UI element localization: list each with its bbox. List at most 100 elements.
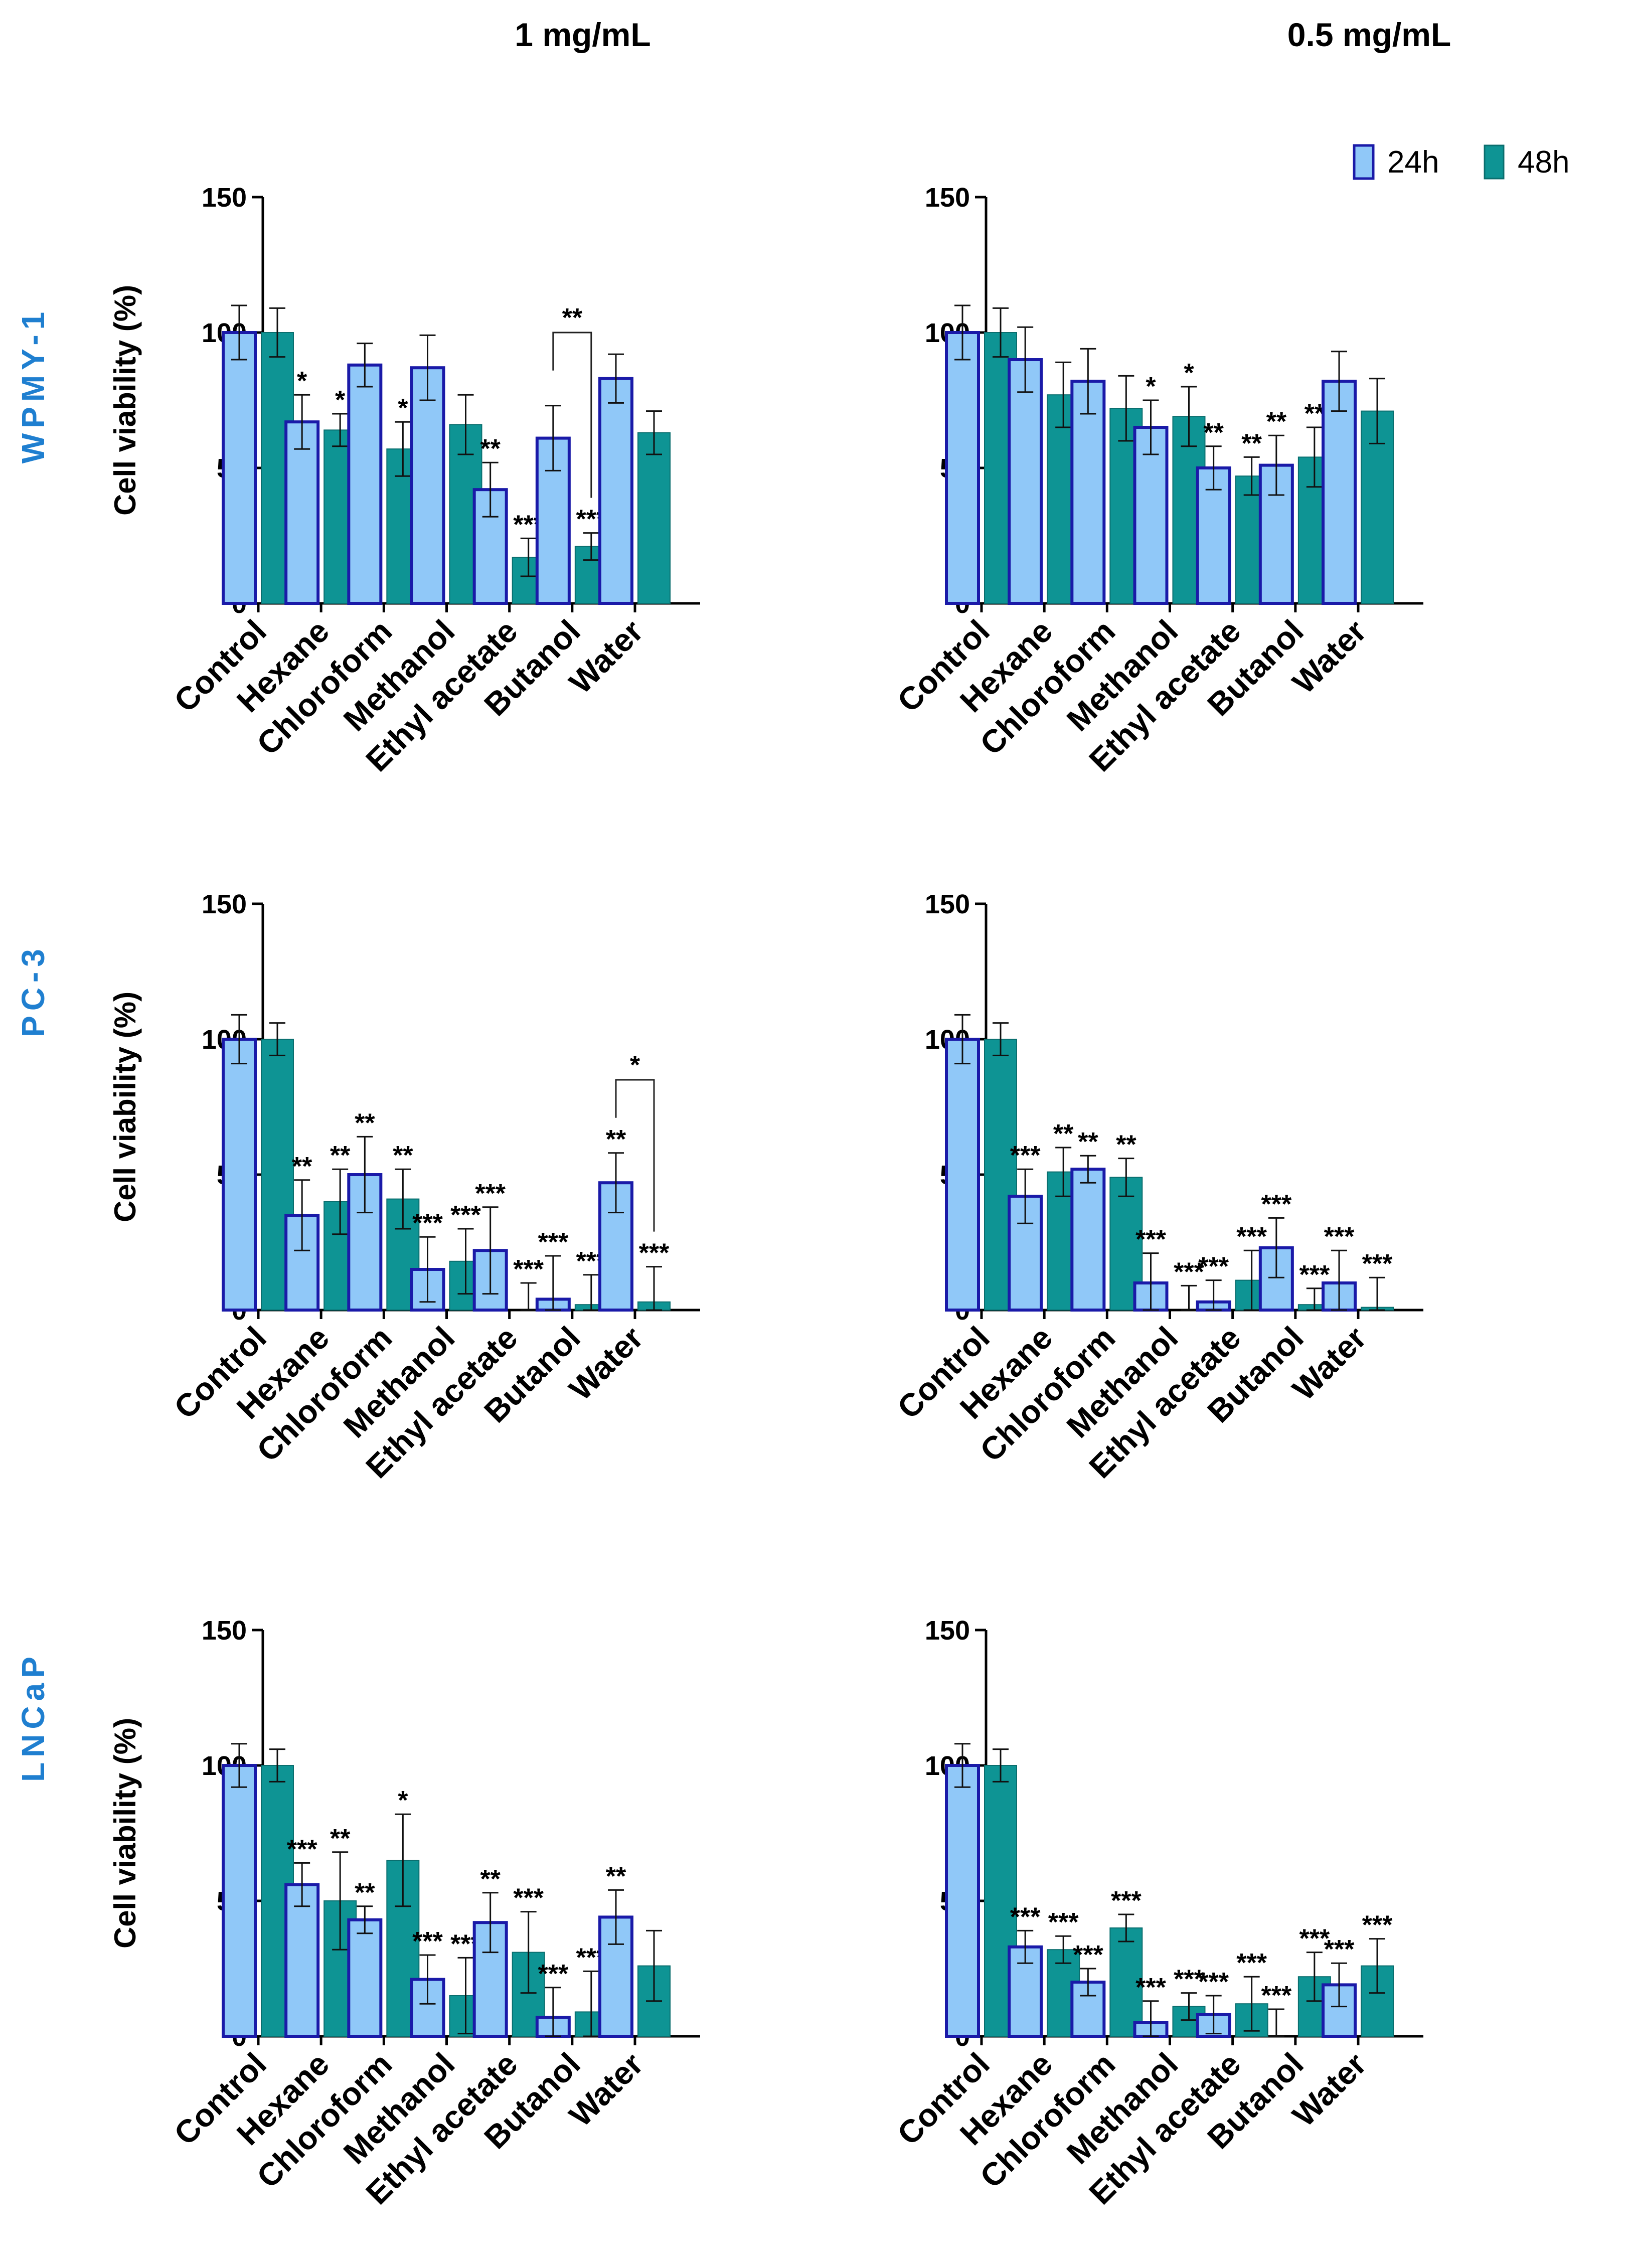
y-tick-label: 150: [925, 1615, 970, 1646]
bar-24h-methanol: [410, 1978, 445, 2038]
x-category-label-water: Water: [1285, 2046, 1373, 2134]
x-category-label-water: Water: [562, 613, 650, 701]
significance-mark-24h-methanol: ***: [412, 1927, 443, 1956]
chart-panel-lncap-05mg: 050100150ControlHexane******Chloroform**…: [890, 1615, 1423, 2211]
bar-24h-water: [1322, 380, 1357, 605]
significance-mark-48h-chloroform: *: [398, 394, 408, 423]
comparison-bracket: [552, 332, 592, 498]
bar-24h-water: [598, 377, 633, 605]
bar-24h-control: [945, 1038, 980, 1312]
significance-mark-24h-ethyl-acetate: ***: [1198, 1252, 1229, 1281]
bar-24h-control: [945, 331, 980, 605]
significance-mark-48h-methanol: ***: [1174, 1257, 1204, 1286]
bracket-significance-label: *: [630, 1051, 640, 1080]
y-axis-label: Cell viability (%): [108, 285, 142, 516]
bar-24h-chloroform: [347, 1918, 383, 2038]
significance-mark-48h-water: ***: [1362, 1911, 1393, 1940]
legend-label-24h: 24h: [1387, 145, 1439, 180]
bracket-significance-label: **: [562, 303, 583, 333]
significance-mark-48h-hexane: ***: [1048, 1908, 1079, 1937]
y-tick-label: 150: [202, 183, 247, 213]
significance-mark-24h-butanol: ***: [538, 1960, 568, 1989]
significance-mark-24h-butanol: ***: [1261, 1981, 1291, 2010]
y-tick-label: 150: [925, 889, 970, 919]
significance-mark-48h-water: ***: [639, 1239, 670, 1268]
row-label-wpmy1: WPMY-1: [15, 307, 51, 463]
significance-mark-24h-methanol: *: [1146, 372, 1156, 401]
significance-mark-24h-ethyl-acetate: **: [1203, 418, 1224, 447]
bar-48h-water: [637, 432, 671, 604]
significance-mark-24h-butanol: ***: [1261, 1190, 1291, 1219]
significance-mark-48h-methanol: ***: [450, 1201, 481, 1230]
bar-24h-chloroform: [347, 363, 383, 605]
significance-mark-24h-methanol: ***: [1135, 1225, 1166, 1254]
column-title-1mg: 1 mg/mL: [515, 16, 650, 53]
significance-mark-48h-methanol: *: [1184, 359, 1194, 388]
significance-mark-24h-chloroform: **: [1078, 1127, 1098, 1157]
significance-mark-24h-ethyl-acetate: **: [480, 1865, 501, 1894]
chart-panel-pc3-1mg: Cell viability (%)050100150ControlHexane…: [108, 889, 700, 1485]
x-category-label-water: Water: [562, 2046, 650, 2134]
significance-mark-48h-chloroform: **: [1116, 1130, 1136, 1160]
significance-mark-24h-hexane: ***: [1010, 1902, 1041, 1931]
significance-mark-24h-hexane: **: [292, 1152, 312, 1181]
significance-mark-48h-chloroform: **: [393, 1141, 413, 1170]
bar-24h-control: [945, 1764, 980, 2038]
x-category-label-water: Water: [1285, 613, 1373, 701]
bar-24h-control: [222, 1764, 257, 2038]
significance-mark-48h-water: ***: [1362, 1249, 1393, 1278]
significance-mark-24h-butanol: **: [1266, 407, 1287, 436]
significance-mark-24h-methanol: ***: [1135, 1973, 1166, 2002]
significance-mark-24h-ethyl-acetate: ***: [1198, 1968, 1229, 1997]
x-category-label-water: Water: [562, 1320, 650, 1407]
significance-mark-24h-chloroform: **: [355, 1878, 375, 1907]
bar-48h-chloroform: [1109, 1927, 1143, 2037]
bar-24h-chloroform: [1070, 380, 1106, 605]
bar-24h-methanol: [1133, 426, 1169, 605]
significance-mark-24h-hexane: ***: [1010, 1141, 1041, 1170]
significance-mark-48h-hexane: **: [330, 1141, 351, 1170]
significance-mark-24h-water: ***: [1324, 1222, 1355, 1251]
bar-24h-ethyl-acetate: [1196, 466, 1231, 605]
y-tick-label: 150: [202, 1615, 247, 1646]
y-tick-label: 150: [925, 183, 970, 213]
y-axis-label: Cell viability (%): [108, 992, 142, 1222]
bar-24h-hexane: [284, 1883, 320, 2038]
significance-mark-24h-chloroform: **: [355, 1108, 375, 1138]
row-label-lncap: LNCaP: [15, 1652, 51, 1782]
significance-mark-24h-methanol: ***: [412, 1209, 443, 1238]
bar-24h-hexane: [1008, 358, 1043, 605]
legend-swatch-24h: [1353, 144, 1375, 180]
significance-mark-48h-methanol: ***: [1174, 1965, 1204, 1994]
bar-24h-chloroform: [1070, 1168, 1106, 1312]
significance-mark-48h-ethyl-acetate: ***: [513, 1255, 544, 1284]
chart-panel-pc3-05mg: 050100150ControlHexane*****Chloroform***…: [890, 889, 1423, 1485]
significance-mark-48h-butanol: ***: [1299, 1924, 1330, 1954]
legend-swatch-48h: [1484, 144, 1505, 180]
y-tick-label: 150: [202, 889, 247, 919]
chart-panel-wpmy1-1mg: Cell viability (%)050100150ControlHexane…: [108, 183, 700, 778]
significance-mark-24h-ethyl-acetate: **: [480, 434, 501, 463]
chart-panel-lncap-1mg: Cell viability (%)050100150ControlHexane…: [108, 1615, 700, 2211]
significance-mark-48h-ethyl-acetate: ***: [1236, 1949, 1267, 1978]
x-category-label-water: Water: [1285, 1320, 1373, 1407]
bar-24h-control: [222, 331, 257, 605]
column-title-05mg: 0.5 mg/mL: [1287, 16, 1451, 53]
significance-mark-48h-butanol: **: [1305, 399, 1325, 428]
significance-mark-48h-chloroform: *: [398, 1786, 408, 1815]
significance-mark-24h-water: **: [606, 1125, 626, 1154]
row-label-pc3: PC-3: [15, 944, 51, 1037]
significance-mark-24h-water: ***: [1324, 1935, 1355, 1964]
significance-mark-24h-hexane: ***: [287, 1835, 317, 1864]
significance-mark-24h-hexane: *: [297, 367, 307, 396]
significance-mark-24h-ethyl-acetate: ***: [475, 1179, 506, 1208]
chart-panel-wpmy1-05mg: 050100150ControlHexaneChloroformMethanol…: [890, 183, 1423, 778]
bar-24h-control: [222, 1038, 257, 1312]
significance-mark-48h-hexane: **: [330, 1824, 351, 1853]
significance-mark-24h-water: **: [606, 1862, 626, 1891]
legend: 24h 48h: [1353, 144, 1569, 180]
bar-24h-methanol: [410, 366, 445, 605]
significance-mark-24h-chloroform: ***: [1073, 1940, 1103, 1970]
comparison-bracket: [615, 1079, 655, 1232]
significance-mark-48h-hexane: *: [335, 386, 346, 415]
